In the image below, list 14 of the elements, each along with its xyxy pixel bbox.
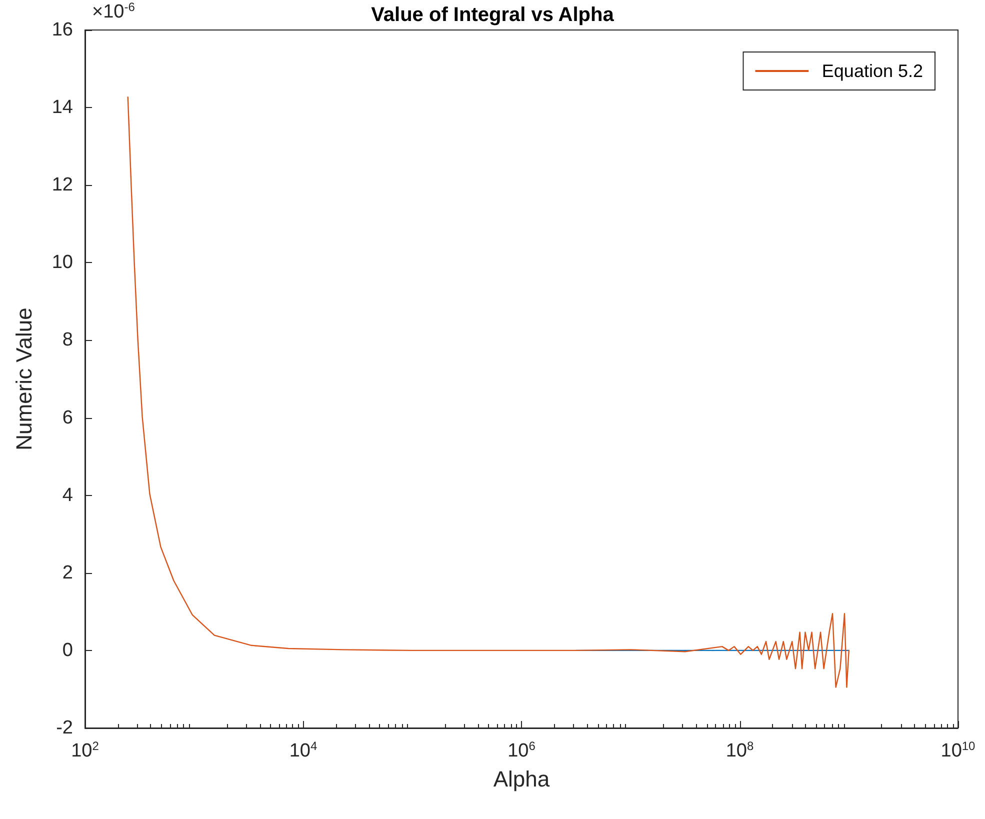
x-axis-title: Alpha (493, 766, 550, 792)
y-tick-label: 8 (62, 330, 73, 351)
y-tick-label: 2 (62, 562, 73, 584)
y-tick-label: 14 (52, 97, 74, 118)
y-tick-label: 16 (52, 20, 73, 40)
chart-title: Value of Integral vs Alpha (371, 4, 615, 26)
legend-label: Equation 5.2 (822, 61, 924, 81)
y-tick-label: 4 (62, 484, 74, 506)
y-tick-label: 6 (62, 407, 73, 428)
y-tick-label: -2 (56, 718, 73, 738)
y-axis-title: Numeric Value (12, 308, 36, 450)
y-tick-label: 10 (52, 252, 73, 274)
y-tick-label: 12 (52, 174, 73, 196)
y-tick-label: 0 (62, 640, 73, 661)
